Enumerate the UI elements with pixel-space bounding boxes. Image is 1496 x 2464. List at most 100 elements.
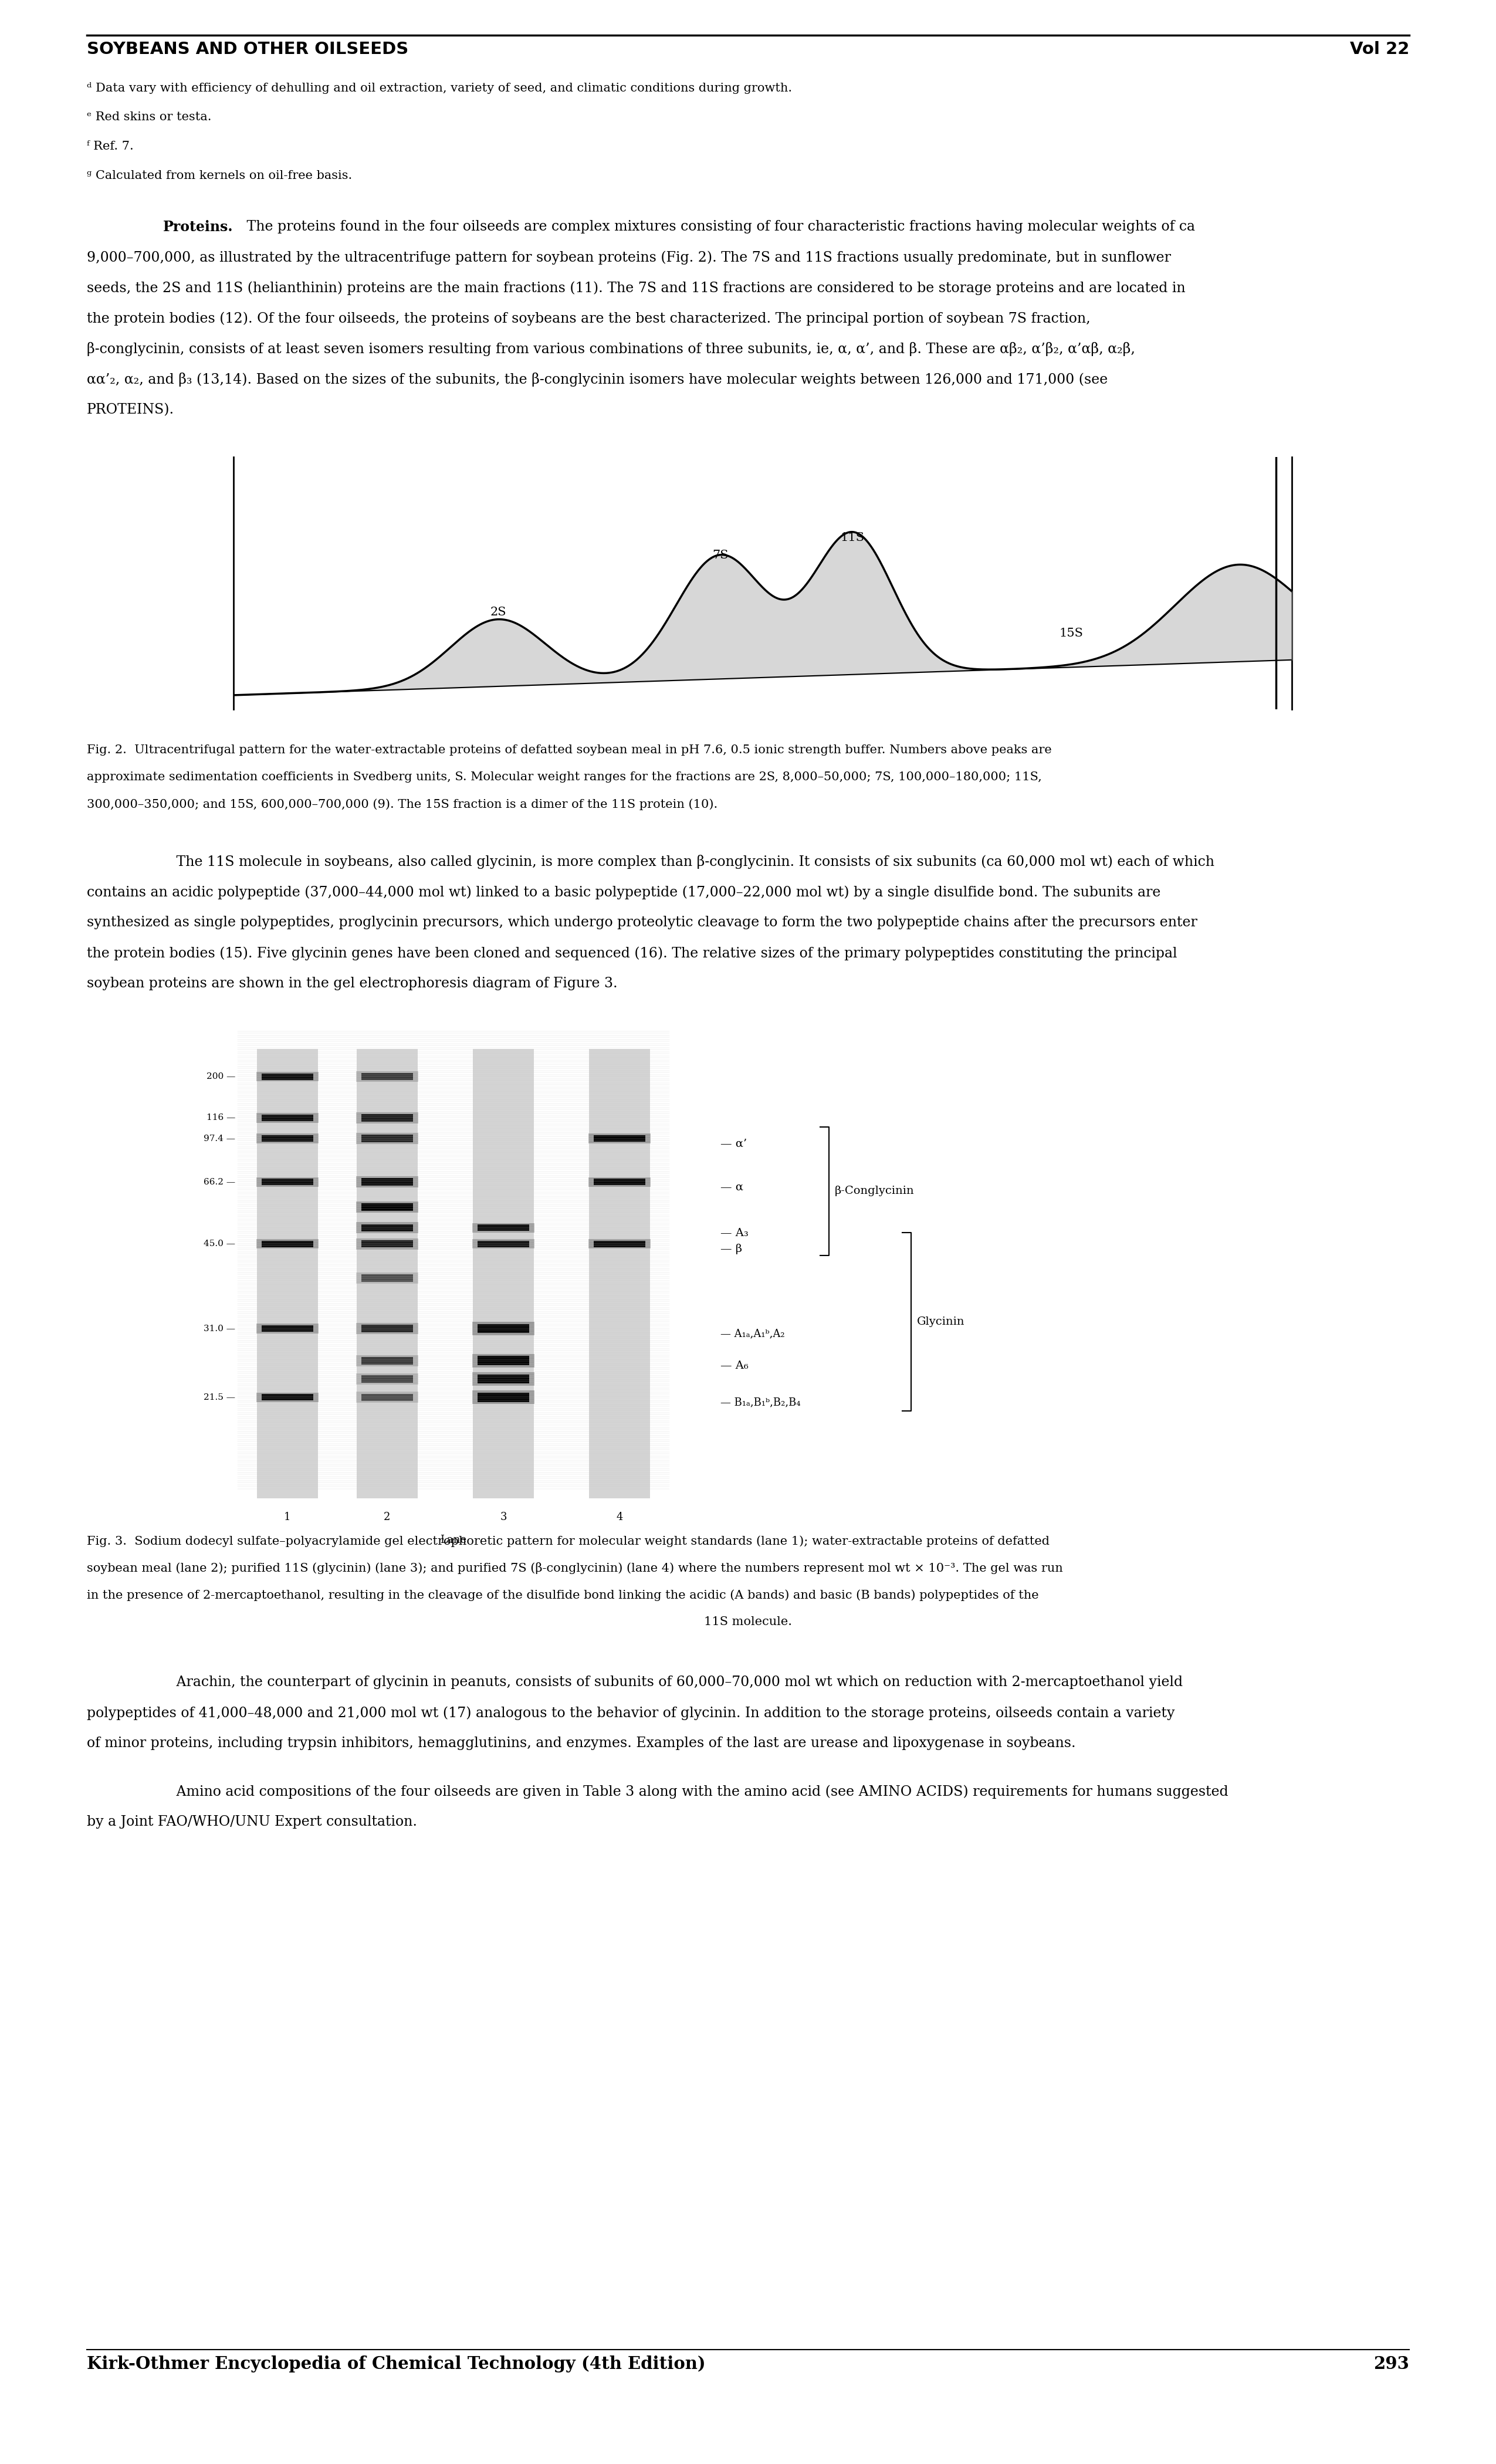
Bar [356, 1239, 417, 1249]
Text: The proteins found in the four oilseeds are complex mixtures consisting of four : The proteins found in the four oilseeds … [233, 219, 1195, 234]
Bar [473, 1222, 534, 1232]
Bar [361, 1358, 413, 1365]
Text: 200 —: 200 — [206, 1072, 235, 1082]
Bar [256, 1133, 319, 1143]
Text: the protein bodies (12). Of the four oilseeds, the proteins of soybeans are the : the protein bodies (12). Of the four oil… [87, 310, 1091, 325]
Bar [262, 1326, 313, 1331]
Text: 1: 1 [284, 1513, 290, 1523]
Text: soybean meal (lane 2); purified 11S (glycinin) (lane 3); and purified 7S (β-cong: soybean meal (lane 2); purified 11S (gly… [87, 1562, 1062, 1574]
Bar [262, 1239, 313, 1247]
Bar [594, 1136, 646, 1141]
Bar [356, 1355, 417, 1365]
Text: Glycinin: Glycinin [917, 1316, 965, 1328]
Bar [473, 1050, 534, 1498]
Text: 116 —: 116 — [206, 1114, 235, 1121]
Bar [256, 1114, 319, 1124]
Bar [356, 1202, 417, 1212]
Bar [473, 1239, 534, 1249]
Bar [361, 1072, 413, 1079]
Text: The 11S molecule in soybeans, also called glycinin, is more complex than β-congl: The 11S molecule in soybeans, also calle… [163, 855, 1215, 870]
Text: αα’₂, α₂, and β₃ (13,14). Based on the sizes of the subunits, the β-conglycinin : αα’₂, α₂, and β₃ (13,14). Based on the s… [87, 372, 1107, 387]
Bar [361, 1136, 413, 1143]
Bar [262, 1114, 313, 1121]
Text: Proteins.: Proteins. [163, 219, 233, 234]
Bar [361, 1326, 413, 1333]
Text: — α’: — α’ [721, 1138, 747, 1148]
Text: 9,000–700,000, as illustrated by the ultracentrifuge pattern for soybean protein: 9,000–700,000, as illustrated by the ult… [87, 251, 1171, 264]
Text: — β: — β [721, 1244, 742, 1254]
Text: Lane: Lane [440, 1535, 467, 1545]
Text: synthesized as single polypeptides, proglycinin precursors, which undergo proteo: synthesized as single polypeptides, prog… [87, 917, 1197, 929]
Text: 300,000–350,000; and 15S, 600,000–700,000 (9). The 15S fraction is a dimer of th: 300,000–350,000; and 15S, 600,000–700,00… [87, 798, 718, 811]
Bar [256, 1239, 319, 1249]
Text: Fig. 3.  Sodium dodecyl sulfate–polyacrylamide gel electrophoretic pattern for m: Fig. 3. Sodium dodecyl sulfate–polyacryl… [87, 1535, 1050, 1547]
Bar [473, 1321, 534, 1335]
Bar [262, 1178, 313, 1185]
Text: — A₃: — A₃ [721, 1227, 748, 1239]
Bar [257, 1050, 317, 1498]
Bar [477, 1323, 530, 1333]
Text: — α: — α [721, 1183, 744, 1193]
Bar [256, 1392, 319, 1402]
Text: ᶠ Ref. 7.: ᶠ Ref. 7. [87, 140, 133, 153]
Bar [262, 1074, 313, 1079]
Bar [356, 1050, 417, 1498]
Bar [361, 1395, 413, 1402]
Text: — A₆: — A₆ [721, 1360, 748, 1370]
Bar [477, 1375, 530, 1385]
Text: by a Joint FAO/WHO/UNU Expert consultation.: by a Joint FAO/WHO/UNU Expert consultati… [87, 1816, 417, 1828]
Text: 4: 4 [616, 1513, 622, 1523]
Text: — B₁ₐ,B₁ᵇ,B₂,B₄: — B₁ₐ,B₁ᵇ,B₂,B₄ [721, 1397, 800, 1407]
Text: polypeptides of 41,000–48,000 and 21,000 mol wt (17) analogous to the behavior o: polypeptides of 41,000–48,000 and 21,000… [87, 1705, 1174, 1720]
Bar [262, 1136, 313, 1141]
Text: of minor proteins, including trypsin inhibitors, hemagglutinins, and enzymes. Ex: of minor proteins, including trypsin inh… [87, 1737, 1076, 1749]
Text: 3: 3 [500, 1513, 507, 1523]
Text: Vol 22: Vol 22 [1349, 42, 1409, 57]
Text: seeds, the 2S and 11S (helianthinin) proteins are the main fractions (11). The 7: seeds, the 2S and 11S (helianthinin) pro… [87, 281, 1185, 296]
Text: contains an acidic polypeptide (37,000–44,000 mol wt) linked to a basic polypept: contains an acidic polypeptide (37,000–4… [87, 885, 1161, 899]
Bar [256, 1323, 319, 1333]
Bar [588, 1178, 651, 1188]
Text: in the presence of 2-mercaptoethanol, resulting in the cleavage of the disulfide: in the presence of 2-mercaptoethanol, re… [87, 1589, 1038, 1602]
Text: 11S molecule.: 11S molecule. [705, 1616, 791, 1626]
Bar [356, 1111, 417, 1124]
Text: 7S: 7S [712, 549, 729, 562]
Text: ᵈ Data vary with efficiency of dehulling and oil extraction, variety of seed, an: ᵈ Data vary with efficiency of dehulling… [87, 81, 791, 94]
Text: 293: 293 [1373, 2356, 1409, 2373]
Bar [477, 1225, 530, 1232]
Text: SOYBEANS AND OTHER OILSEEDS: SOYBEANS AND OTHER OILSEEDS [87, 42, 408, 57]
Text: β-Conglycinin: β-Conglycinin [835, 1185, 914, 1198]
Text: β-conglycinin, consists of at least seven isomers resulting from various combina: β-conglycinin, consists of at least seve… [87, 342, 1135, 357]
Bar [262, 1395, 313, 1400]
Bar [356, 1222, 417, 1234]
Text: Amino acid compositions of the four oilseeds are given in Table 3 along with the: Amino acid compositions of the four oils… [163, 1784, 1228, 1799]
Bar [356, 1372, 417, 1385]
Bar [594, 1239, 646, 1247]
Bar [473, 1353, 534, 1368]
Text: 66.2 —: 66.2 — [203, 1178, 235, 1185]
Bar [588, 1133, 651, 1143]
Text: 31.0 —: 31.0 — [203, 1326, 235, 1333]
Bar [256, 1178, 319, 1188]
Bar [361, 1274, 413, 1281]
Text: 21.5 —: 21.5 — [203, 1392, 235, 1402]
Bar [361, 1114, 413, 1121]
Bar [356, 1133, 417, 1143]
Text: ᵉ Red skins or testa.: ᵉ Red skins or testa. [87, 111, 211, 123]
Bar [361, 1225, 413, 1232]
Bar [588, 1239, 651, 1249]
Text: 2: 2 [383, 1513, 390, 1523]
Bar [361, 1239, 413, 1247]
Bar [477, 1239, 530, 1247]
Bar [361, 1178, 413, 1185]
Bar [356, 1274, 417, 1284]
Text: the protein bodies (15). Five glycinin genes have been cloned and sequenced (16): the protein bodies (15). Five glycinin g… [87, 946, 1177, 961]
Bar [361, 1202, 413, 1210]
Text: 97.4 —: 97.4 — [203, 1133, 235, 1143]
Text: — A₁ₐ,A₁ᵇ,A₂: — A₁ₐ,A₁ᵇ,A₂ [721, 1328, 785, 1338]
Bar [256, 1072, 319, 1082]
Text: 45.0 —: 45.0 — [203, 1239, 235, 1247]
Text: 2S: 2S [491, 606, 506, 618]
Bar [356, 1323, 417, 1333]
Text: approximate sedimentation coefficients in Svedberg units, S. Molecular weight ra: approximate sedimentation coefficients i… [87, 771, 1041, 784]
